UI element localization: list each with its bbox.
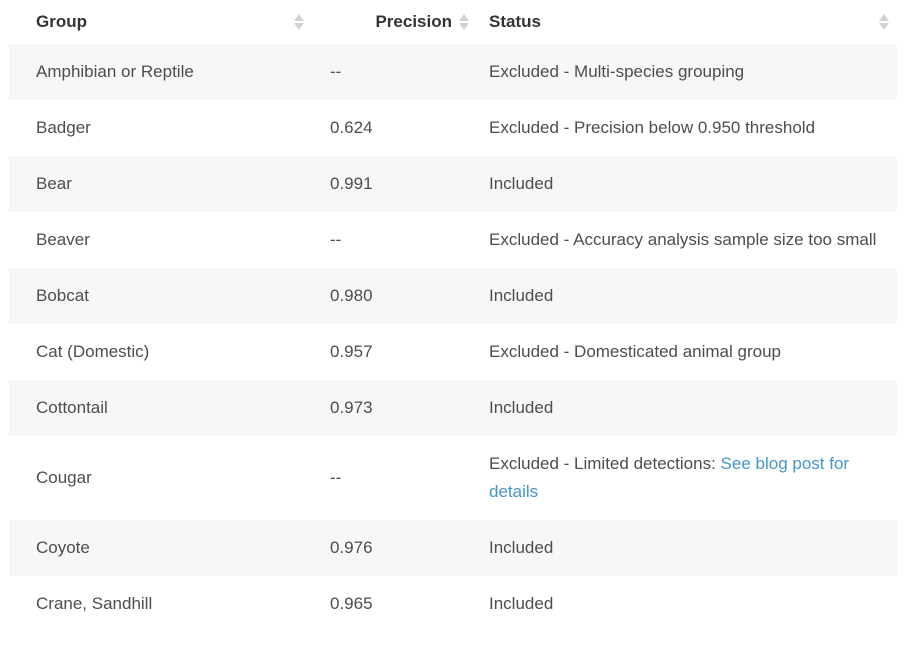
precision-cell: 0.991 — [330, 174, 373, 193]
status-text: Included — [489, 538, 554, 557]
status-text: Excluded - Accuracy analysis sample size… — [489, 230, 877, 249]
precision-cell: 0.965 — [330, 594, 373, 613]
precision-cell: 0.980 — [330, 286, 373, 305]
precision-cell: -- — [330, 468, 342, 487]
sort-icon[interactable] — [459, 14, 469, 30]
column-header-status-label: Status — [489, 12, 541, 31]
status-cell: Included — [474, 268, 897, 324]
precision-cell: 0.957 — [330, 342, 373, 361]
table-row: Bobcat 0.980 Included — [9, 268, 897, 324]
table-row: Crane, Sandhill 0.965 Included — [9, 576, 897, 632]
table-row: Bear 0.991 Included — [9, 156, 897, 212]
group-cell: Bear — [36, 174, 72, 193]
precision-cell: -- — [330, 230, 342, 249]
group-cell: Cat (Domestic) — [36, 342, 150, 361]
group-cell: Amphibian or Reptile — [36, 62, 194, 81]
group-cell: Crane, Sandhill — [36, 594, 153, 613]
table-body: Amphibian or Reptile -- Excluded - Multi… — [9, 44, 897, 632]
table-row: Coyote 0.976 Included — [9, 520, 897, 576]
table-header: Group Precision Status — [9, 0, 897, 44]
status-cell: Excluded - Accuracy analysis sample size… — [474, 212, 897, 268]
column-header-group[interactable]: Group — [9, 0, 312, 44]
species-precision-table-wrap: Group Precision Status — [9, 0, 897, 632]
precision-cell: 0.976 — [330, 538, 373, 557]
status-text: Included — [489, 286, 554, 305]
column-header-precision-label: Precision — [375, 12, 452, 31]
status-cell: Excluded - Multi-species grouping — [474, 44, 897, 100]
table-row: Cat (Domestic) 0.957 Excluded - Domestic… — [9, 324, 897, 380]
status-text: Excluded - Limited detections: — [489, 454, 716, 473]
status-cell: Included — [474, 380, 897, 436]
group-cell: Cougar — [36, 468, 92, 487]
status-text: Included — [489, 594, 554, 613]
status-text: Excluded - Multi-species grouping — [489, 62, 745, 81]
group-cell: Beaver — [36, 230, 90, 249]
group-cell: Badger — [36, 118, 91, 137]
column-header-group-label: Group — [36, 12, 87, 31]
column-header-precision[interactable]: Precision — [312, 0, 474, 44]
group-cell: Coyote — [36, 538, 90, 557]
status-text: Included — [489, 398, 554, 417]
status-text: Included — [489, 174, 554, 193]
table-row: Beaver -- Excluded - Accuracy analysis s… — [9, 212, 897, 268]
status-cell: Excluded - Precision below 0.950 thresho… — [474, 100, 897, 156]
sort-icon[interactable] — [294, 14, 304, 30]
status-cell: Included — [474, 520, 897, 576]
status-cell: Included — [474, 156, 897, 212]
status-cell: Included — [474, 576, 897, 632]
species-precision-table: Group Precision Status — [9, 0, 897, 632]
table-row: Amphibian or Reptile -- Excluded - Multi… — [9, 44, 897, 100]
status-cell: Excluded - Limited detections: See blog … — [474, 436, 897, 520]
table-row: Cougar -- Excluded - Limited detections:… — [9, 436, 897, 520]
precision-cell: 0.624 — [330, 118, 373, 137]
group-cell: Bobcat — [36, 286, 89, 305]
status-text: Excluded - Precision below 0.950 thresho… — [489, 118, 816, 137]
precision-cell: 0.973 — [330, 398, 373, 417]
status-link[interactable]: See blog post for details — [489, 454, 850, 501]
sort-icon[interactable] — [879, 14, 889, 30]
status-text: Excluded - Domesticated animal group — [489, 342, 781, 361]
column-header-status[interactable]: Status — [474, 0, 897, 44]
table-row: Cottontail 0.973 Included — [9, 380, 897, 436]
table-row: Badger 0.624 Excluded - Precision below … — [9, 100, 897, 156]
group-cell: Cottontail — [36, 398, 108, 417]
status-cell: Excluded - Domesticated animal group — [474, 324, 897, 380]
precision-cell: -- — [330, 62, 342, 81]
